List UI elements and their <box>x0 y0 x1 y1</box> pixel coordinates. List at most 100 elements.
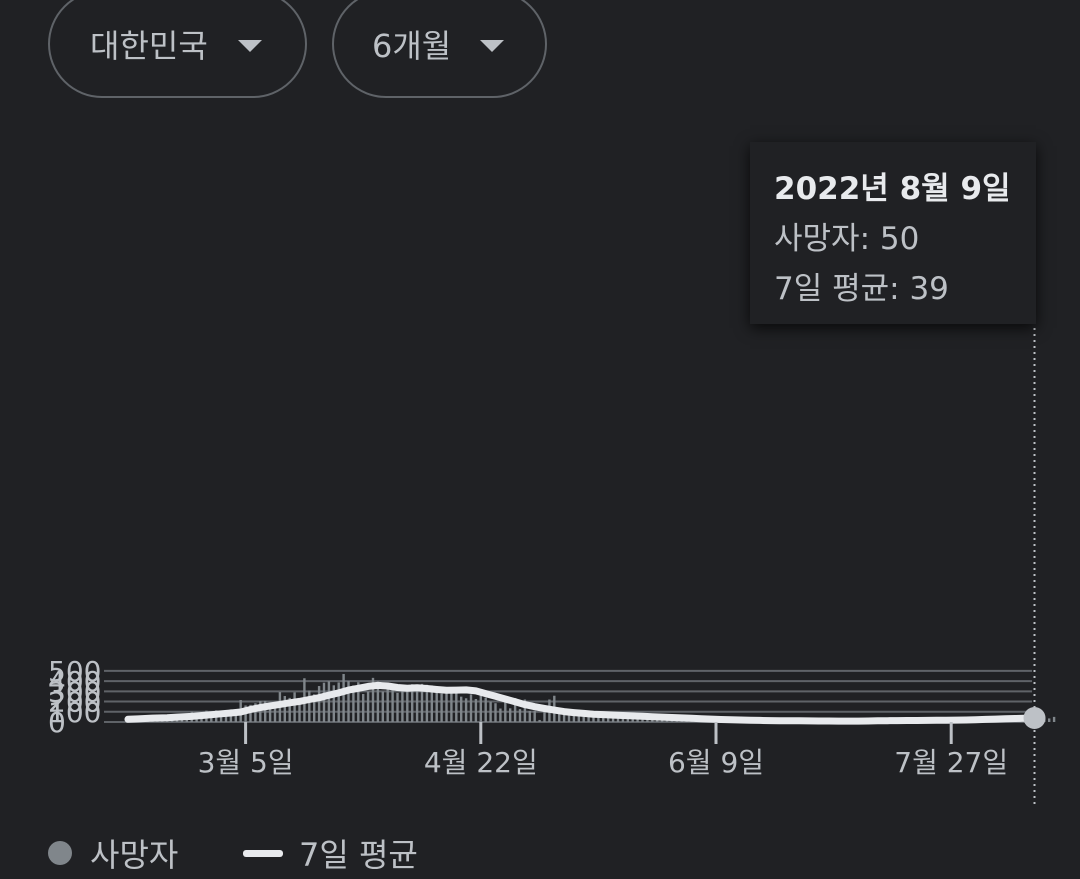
bar <box>636 717 639 722</box>
bar <box>646 718 649 722</box>
bar <box>313 694 316 722</box>
legend-item-avg: 7일 평균 <box>243 830 418 876</box>
y-tick-label: 300 <box>48 675 101 708</box>
bar <box>371 677 375 722</box>
bar <box>582 714 585 722</box>
bar <box>357 682 360 722</box>
range-filter-dropdown[interactable]: 6개월 <box>332 0 547 98</box>
bar <box>327 681 331 722</box>
legend-deaths-label: 사망자 <box>90 836 179 874</box>
legend-item-deaths: 사망자 <box>48 830 178 876</box>
bar <box>264 700 267 722</box>
bar <box>430 685 433 722</box>
caret-down-icon <box>480 40 504 52</box>
bar <box>406 688 409 722</box>
bar <box>518 709 522 722</box>
bar <box>352 685 355 722</box>
data-tooltip: 2022년 8월 9일 사망자: 50 7일 평균: 39 <box>750 142 1036 324</box>
bar <box>268 704 272 722</box>
bar <box>499 708 502 722</box>
seven-day-avg-line-group <box>124 681 1038 725</box>
y-tick-label: 500 <box>48 655 101 688</box>
bar <box>504 699 507 722</box>
bar <box>425 684 429 722</box>
bar <box>386 683 389 722</box>
tooltip-deaths: 사망자: 50 <box>774 221 920 257</box>
region-filter-dropdown[interactable]: 대한민국 <box>48 0 307 98</box>
caret-down-icon <box>238 40 262 52</box>
bar <box>631 717 634 722</box>
bar <box>391 689 394 722</box>
bar <box>455 690 458 722</box>
y-tick-label: 0 <box>48 706 66 739</box>
bar <box>513 697 517 722</box>
bar <box>460 696 463 722</box>
bar <box>558 713 561 722</box>
bar <box>322 682 326 722</box>
bar <box>332 685 335 722</box>
x-tick-label: 4월 22일 <box>424 746 538 779</box>
bar <box>484 697 487 722</box>
bar <box>577 715 580 722</box>
y-tick-label: 100 <box>48 696 101 729</box>
bar <box>234 710 237 722</box>
bar <box>523 699 527 722</box>
bar <box>362 693 365 722</box>
x-axis: 3월 5일 4월 22일 6월 9일 7월 27일 <box>198 722 1008 779</box>
tooltip-date: 2022년 8월 9일 <box>774 171 1011 207</box>
bar <box>381 691 384 722</box>
bar <box>597 714 600 722</box>
hover-marker <box>1023 322 1046 805</box>
bar <box>450 691 453 722</box>
bar <box>411 684 414 722</box>
bar <box>621 717 625 722</box>
bar <box>376 681 380 722</box>
bar <box>592 716 595 722</box>
bar <box>445 688 448 722</box>
bar <box>474 699 478 722</box>
bar <box>273 702 277 722</box>
y-tick-label: 200 <box>48 686 101 719</box>
y-tick-label: 400 <box>48 665 101 698</box>
bar <box>337 682 340 722</box>
bar <box>288 697 291 722</box>
bar <box>259 701 262 722</box>
bar <box>342 673 345 722</box>
hover-point <box>1023 707 1046 730</box>
bar <box>347 681 350 722</box>
bar <box>494 703 497 722</box>
bar <box>1048 718 1051 722</box>
bar <box>587 714 590 722</box>
x-tick-label: 7월 27일 <box>894 746 1008 779</box>
bar <box>469 694 473 722</box>
bar <box>420 683 424 722</box>
bar <box>509 708 512 722</box>
tooltip-avg: 7일 평균: 39 <box>774 271 949 307</box>
bar <box>440 693 443 722</box>
legend-line-icon <box>243 849 283 857</box>
seven-day-avg-line <box>124 681 1038 725</box>
bar <box>611 716 615 722</box>
x-tick-label: 6월 9일 <box>668 746 764 779</box>
bar <box>602 715 605 722</box>
bar <box>435 689 438 722</box>
bar <box>401 686 404 722</box>
bar <box>415 689 419 722</box>
tooltip-avg-value: 39 <box>909 271 949 307</box>
bar <box>254 703 257 722</box>
bar <box>317 686 321 722</box>
bar <box>1052 716 1056 722</box>
bar <box>626 716 629 722</box>
bar <box>543 707 546 722</box>
bar <box>533 710 536 722</box>
legend-dot-icon <box>48 841 72 865</box>
tooltip-deaths-label: 사망자 <box>774 221 860 257</box>
bar <box>396 692 399 722</box>
bar <box>562 712 566 722</box>
bar <box>616 718 620 722</box>
bar <box>479 694 482 722</box>
bar <box>308 690 311 722</box>
legend-avg-label: 7일 평균 <box>299 836 418 874</box>
